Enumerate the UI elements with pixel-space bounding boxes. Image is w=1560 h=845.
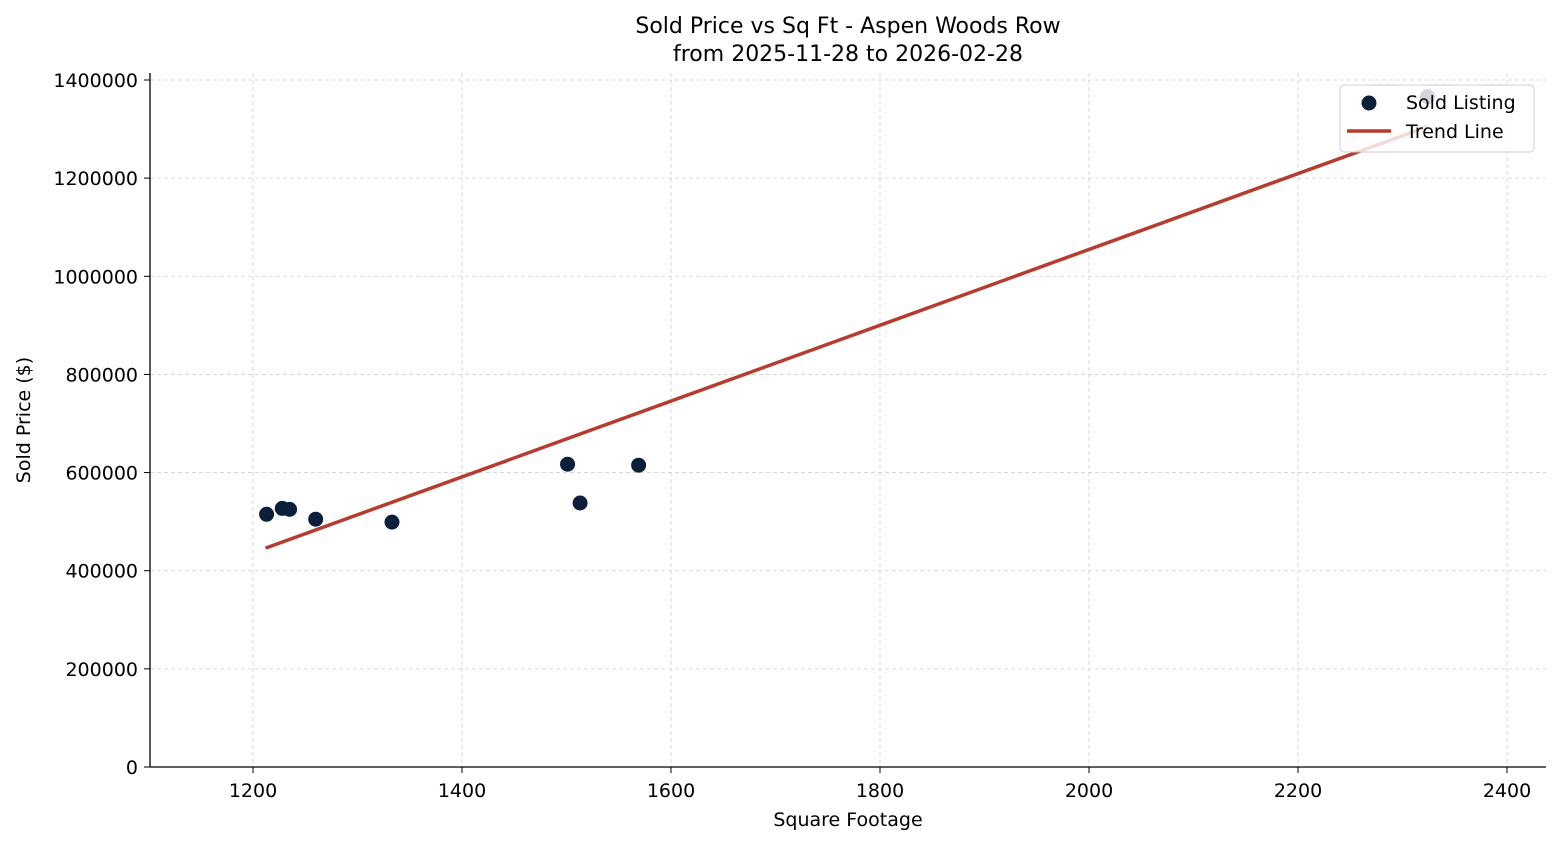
legend-marker-sold-listing — [1361, 95, 1377, 111]
y-tick-label: 400000 — [65, 561, 138, 583]
chart-subtitle: from 2025-11-28 to 2026-02-28 — [673, 42, 1023, 67]
y-tick-label: 1400000 — [53, 70, 138, 92]
y-tick-label: 0 — [126, 757, 138, 779]
y-tick-label: 800000 — [65, 364, 138, 386]
data-point — [572, 495, 588, 511]
x-axis-label: Square Footage — [773, 809, 922, 831]
chart-title: Sold Price vs Sq Ft - Aspen Woods Row — [635, 14, 1060, 39]
x-tick-label: 1400 — [438, 780, 486, 802]
data-point — [560, 456, 576, 472]
data-point — [631, 457, 647, 473]
y-axis-label: Sold Price ($) — [13, 357, 35, 483]
data-point — [282, 501, 298, 517]
legend-box — [1339, 84, 1535, 153]
y-tick-label: 1000000 — [53, 266, 138, 288]
trend-line — [264, 124, 1429, 550]
legend-label-trend-line: Trend Line — [1405, 121, 1504, 143]
data-point — [384, 514, 400, 530]
x-tick-label: 2000 — [1065, 780, 1113, 802]
y-tick-label: 200000 — [65, 659, 138, 681]
y-tick-label: 600000 — [65, 463, 138, 485]
x-tick-label: 2200 — [1274, 780, 1322, 802]
x-tick-label: 2400 — [1483, 780, 1531, 802]
data-point — [259, 506, 275, 522]
x-tick-label: 1800 — [856, 780, 904, 802]
y-tick-label: 1200000 — [53, 168, 138, 190]
legend-label-sold-listing: Sold Listing — [1406, 92, 1516, 114]
data-point — [308, 511, 324, 527]
x-tick-label: 1600 — [647, 780, 695, 802]
x-tick-label: 1200 — [229, 780, 277, 802]
